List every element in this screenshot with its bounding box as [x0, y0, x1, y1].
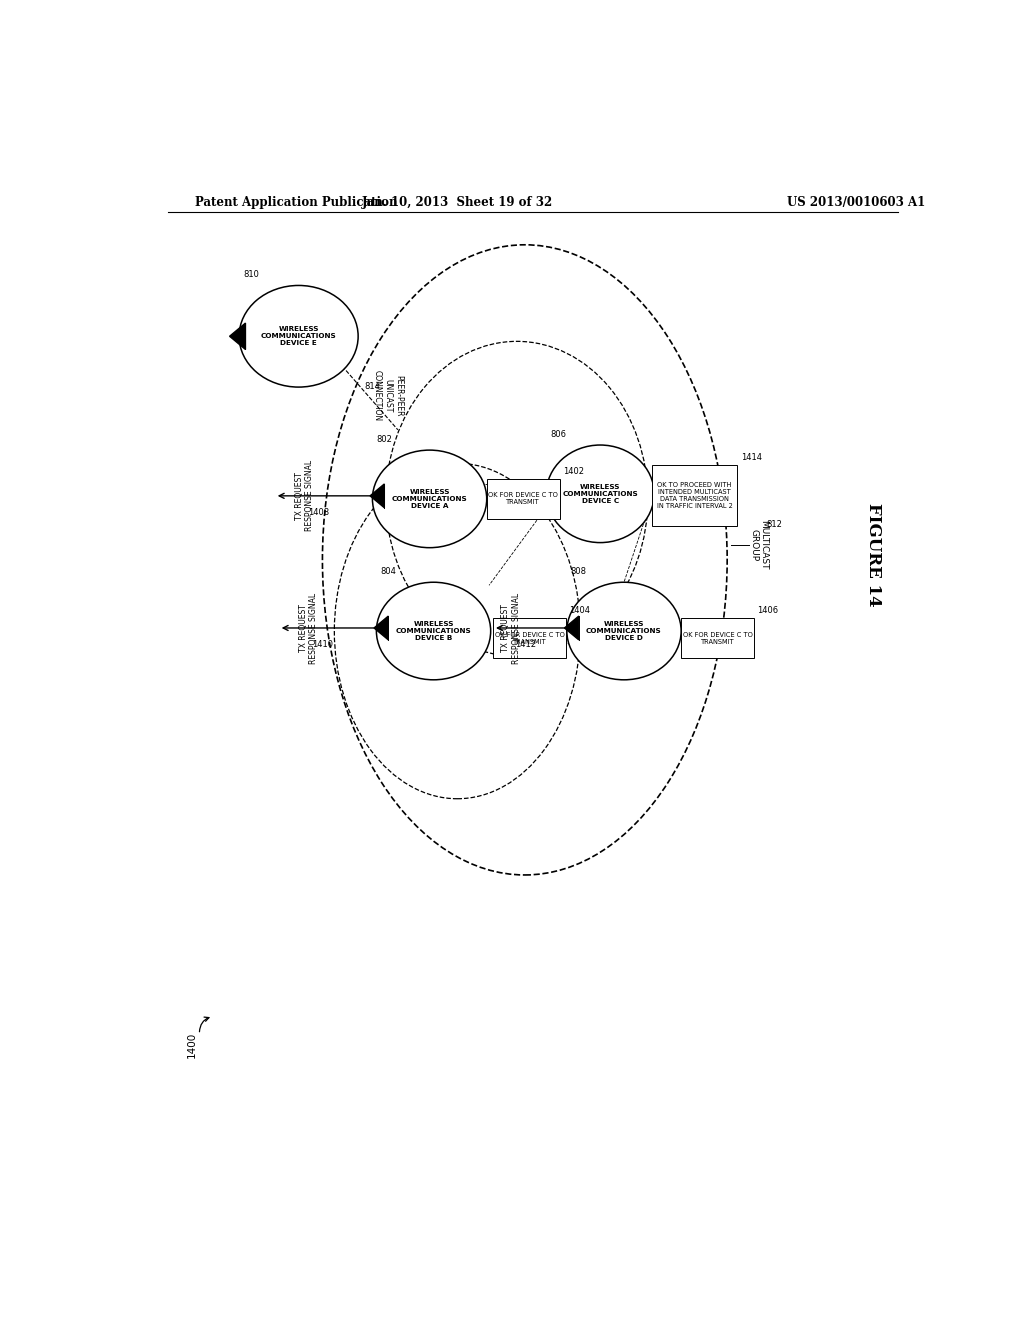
- Bar: [681, 618, 754, 659]
- Polygon shape: [374, 616, 388, 640]
- Text: OK TO PROCEED WITH
INTENDED MULTICAST
DATA TRANSMISSION
IN TRAFFIC INTERVAL 2: OK TO PROCEED WITH INTENDED MULTICAST DA…: [656, 482, 732, 510]
- Text: 812: 812: [767, 520, 782, 529]
- Text: Patent Application Publication: Patent Application Publication: [196, 195, 398, 209]
- Bar: [494, 618, 566, 659]
- Text: WIRELESS
COMMUNICATIONS
DEVICE D: WIRELESS COMMUNICATIONS DEVICE D: [586, 620, 662, 642]
- Text: 1412: 1412: [515, 640, 536, 649]
- Text: 804: 804: [380, 568, 396, 576]
- Bar: [486, 479, 560, 519]
- Polygon shape: [564, 616, 579, 640]
- Text: WIRELESS
COMMUNICATIONS
DEVICE C: WIRELESS COMMUNICATIONS DEVICE C: [562, 484, 638, 504]
- Text: US 2013/0010603 A1: US 2013/0010603 A1: [786, 195, 925, 209]
- Polygon shape: [370, 484, 384, 508]
- Text: WIRELESS
COMMUNICATIONS
DEVICE A: WIRELESS COMMUNICATIONS DEVICE A: [392, 488, 467, 510]
- Text: 1414: 1414: [740, 453, 762, 462]
- Text: OK FOR DEVICE C TO
TRANSMIT: OK FOR DEVICE C TO TRANSMIT: [495, 632, 564, 644]
- Text: 1402: 1402: [563, 466, 584, 475]
- Text: PEER-PEER
UNICAST
CONNECTION: PEER-PEER UNICAST CONNECTION: [373, 370, 402, 421]
- Text: 1400: 1400: [186, 1031, 197, 1057]
- Ellipse shape: [546, 445, 654, 543]
- Text: FIGURE 14: FIGURE 14: [865, 503, 883, 607]
- Ellipse shape: [377, 582, 490, 680]
- Text: WIRELESS
COMMUNICATIONS
DEVICE E: WIRELESS COMMUNICATIONS DEVICE E: [261, 326, 337, 346]
- Bar: [652, 466, 737, 527]
- Text: 1408: 1408: [308, 508, 330, 517]
- Ellipse shape: [373, 450, 486, 548]
- Text: TX REQUEST
RESPONSE SIGNAL: TX REQUEST RESPONSE SIGNAL: [501, 593, 520, 664]
- Text: TX REQUEST
RESPONSE SIGNAL: TX REQUEST RESPONSE SIGNAL: [295, 461, 314, 532]
- Ellipse shape: [240, 285, 358, 387]
- Text: 810: 810: [243, 271, 259, 280]
- Text: Jan. 10, 2013  Sheet 19 of 32: Jan. 10, 2013 Sheet 19 of 32: [361, 195, 553, 209]
- Text: WIRELESS
COMMUNICATIONS
DEVICE B: WIRELESS COMMUNICATIONS DEVICE B: [395, 620, 471, 642]
- Text: MULTICAST
GROUP: MULTICAST GROUP: [750, 520, 769, 569]
- Text: 1406: 1406: [758, 606, 778, 615]
- Ellipse shape: [567, 582, 681, 680]
- Text: 814: 814: [365, 381, 380, 391]
- Text: 802: 802: [377, 436, 392, 444]
- Polygon shape: [229, 323, 246, 350]
- Text: 1410: 1410: [312, 640, 334, 649]
- Text: OK FOR DEVICE C TO
TRANSMIT: OK FOR DEVICE C TO TRANSMIT: [683, 632, 753, 644]
- Text: 806: 806: [550, 430, 566, 440]
- Text: OK FOR DEVICE C TO
TRANSMIT: OK FOR DEVICE C TO TRANSMIT: [488, 492, 558, 506]
- Text: TX REQUEST
RESPONSE SIGNAL: TX REQUEST RESPONSE SIGNAL: [299, 593, 318, 664]
- Text: 1404: 1404: [569, 606, 590, 615]
- Text: 808: 808: [570, 568, 587, 576]
